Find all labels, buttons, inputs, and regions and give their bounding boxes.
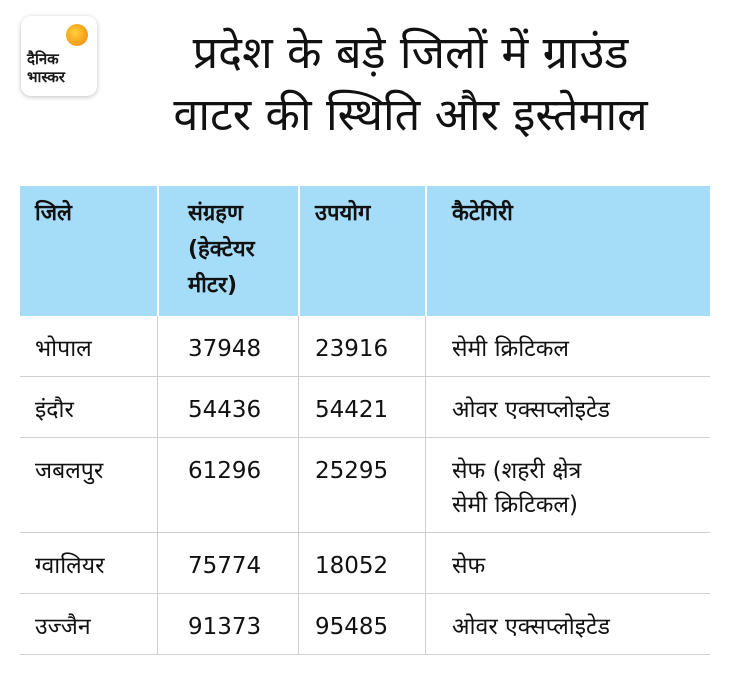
cell-category: सेमी क्रिटिकल xyxy=(452,336,569,362)
cell-usage: 95485 xyxy=(315,614,389,640)
table-row: जबलपुर 61296 25295 सेफ (शहरी क्षेत्र सेम… xyxy=(20,438,710,533)
cell-usage: 25295 xyxy=(315,458,389,484)
cell-district: जबलपुर xyxy=(35,458,104,484)
title-line1: प्रदेश के बड़े जिलों में ग्राउंड xyxy=(192,26,629,79)
cell-district: उज्जैन xyxy=(35,614,91,640)
table-row: उज्जैन 91373 95485 ओवर एक्सप्लोइटेड xyxy=(20,594,710,655)
column-divider xyxy=(298,594,299,654)
groundwater-table: जिले संग्रहण (हेक्टेयर मीटर) उपयोग कैटेग… xyxy=(20,186,710,655)
column-divider xyxy=(425,377,426,437)
column-divider xyxy=(425,594,426,654)
column-divider xyxy=(425,533,426,593)
column-divider xyxy=(157,186,159,316)
cell-usage: 54421 xyxy=(315,397,389,423)
logo-text-line2: भास्कर xyxy=(27,68,65,86)
column-divider xyxy=(298,533,299,593)
cell-storage: 91373 xyxy=(188,614,262,640)
cell-storage: 75774 xyxy=(188,553,262,579)
cell-usage: 23916 xyxy=(315,336,389,362)
cell-storage: 61296 xyxy=(188,458,262,484)
page-title: प्रदेश के बड़े जिलों में ग्राउंड वाटर की… xyxy=(108,22,713,146)
cell-category: ओवर एक्सप्लोइटेड xyxy=(452,614,610,640)
column-divider xyxy=(425,186,427,316)
column-divider xyxy=(157,594,158,654)
header-district: जिले xyxy=(35,201,72,226)
cell-category: सेफ (शहरी क्षेत्र सेमी क्रिटिकल) xyxy=(452,458,582,518)
column-divider xyxy=(425,438,426,532)
column-divider xyxy=(157,438,158,532)
cell-storage: 54436 xyxy=(188,397,262,423)
logo-text-line1: दैनिक xyxy=(27,50,59,68)
header-storage: संग्रहण (हेक्टेयर मीटर) xyxy=(188,201,255,298)
column-divider xyxy=(157,533,158,593)
column-divider xyxy=(425,316,426,376)
table-row: ग्वालियर 75774 18052 सेफ xyxy=(20,533,710,594)
cell-storage: 37948 xyxy=(188,336,262,362)
sun-logo-icon xyxy=(66,24,88,46)
cell-district: इंदौर xyxy=(35,397,74,423)
column-divider xyxy=(298,186,300,316)
title-line2: वाटर की स्थिति और इस्तेमाल xyxy=(173,88,648,141)
column-divider xyxy=(157,377,158,437)
header-category: कैटेगिरी xyxy=(452,201,513,226)
cell-district: ग्वालियर xyxy=(35,553,105,579)
dainik-bhaskar-logo: दैनिक भास्कर xyxy=(21,16,97,96)
column-divider xyxy=(298,377,299,437)
column-divider xyxy=(298,316,299,376)
column-divider xyxy=(298,438,299,532)
table-row: इंदौर 54436 54421 ओवर एक्सप्लोइटेड xyxy=(20,377,710,438)
column-divider xyxy=(157,316,158,376)
cell-usage: 18052 xyxy=(315,553,389,579)
table-row: भोपाल 37948 23916 सेमी क्रिटिकल xyxy=(20,316,710,377)
table-header-row: जिले संग्रहण (हेक्टेयर मीटर) उपयोग कैटेग… xyxy=(20,186,710,316)
cell-category: सेफ xyxy=(452,553,486,579)
cell-district: भोपाल xyxy=(35,336,92,362)
cell-category: ओवर एक्सप्लोइटेड xyxy=(452,397,610,423)
header-usage: उपयोग xyxy=(315,201,371,226)
